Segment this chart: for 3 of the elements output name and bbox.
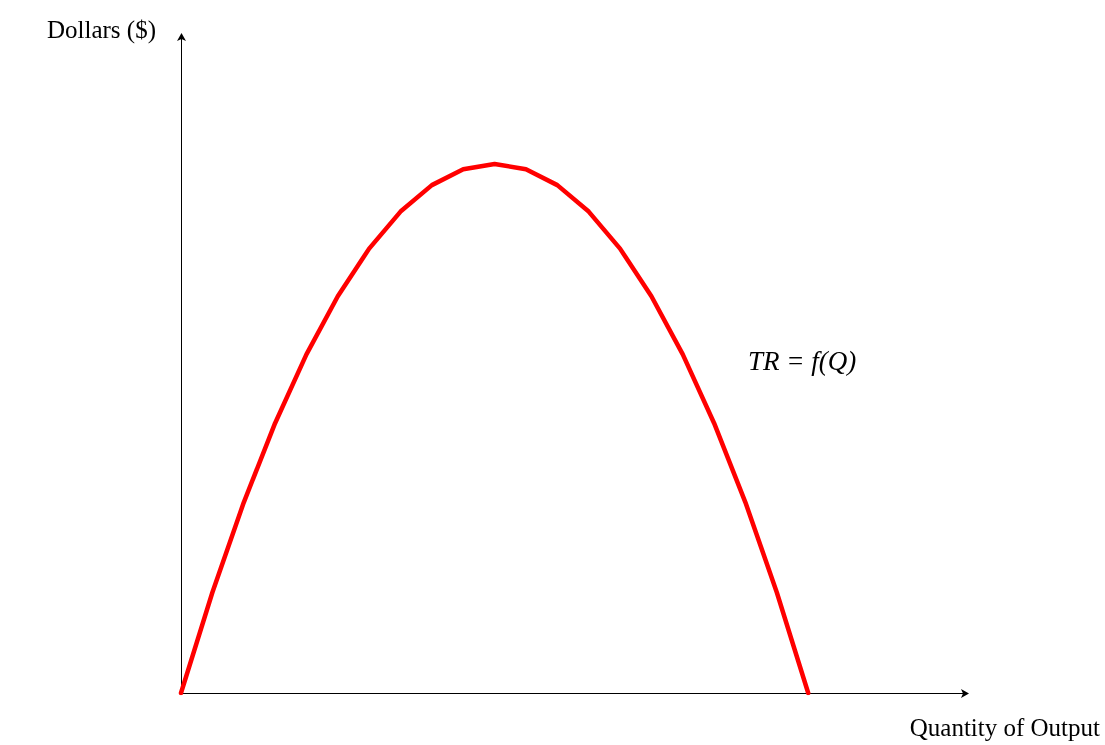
x-axis-title: Quantity of Output: [909, 714, 1101, 741]
annotation: TR = f(Q): [748, 345, 857, 376]
y-axis-title: Dollars ($): [47, 16, 156, 44]
